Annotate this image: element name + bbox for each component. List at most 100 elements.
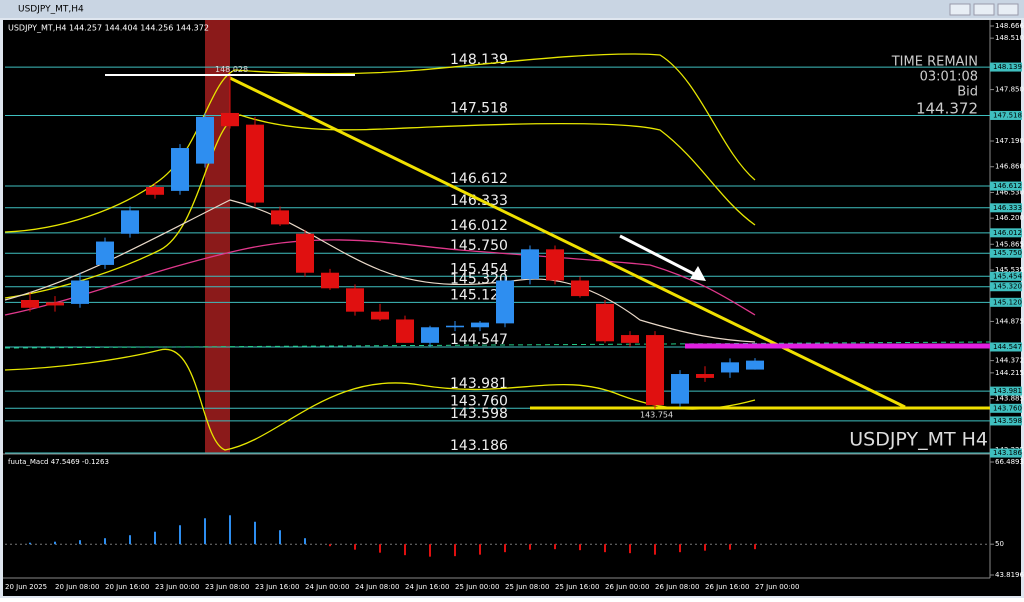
price-level-tag [990, 271, 1022, 281]
level-label: 146.012 [450, 218, 508, 234]
upper-band [4, 53, 756, 233]
price-tick-label: 144.372 [995, 357, 1024, 365]
price-tick-label: 147.190 [995, 137, 1024, 145]
macd-tick-label: 50 [995, 540, 1004, 548]
price-level-tag [990, 416, 1022, 426]
candle-body [521, 249, 539, 279]
price-level-tag-label: 146.612 [993, 182, 1022, 190]
macd-bar [254, 521, 256, 545]
candle-body [571, 280, 589, 297]
macd-bar [229, 515, 231, 545]
candle-body [121, 210, 139, 234]
candle-body [371, 311, 389, 320]
macd-bar [29, 542, 31, 545]
macd-bar [304, 538, 306, 545]
chart-header: USDJPY_MT,H4 144.257 144.404 144.256 144… [8, 24, 209, 33]
time-label: 23 Jun 16:00 [255, 583, 299, 591]
price-level-tag-label: 148.139 [993, 63, 1022, 71]
price-level-tag [990, 110, 1022, 120]
candle-body [321, 272, 339, 289]
price-tick-label: 143.885 [995, 395, 1024, 403]
time-label: 24 Jun 16:00 [405, 583, 449, 591]
candle-body [671, 374, 689, 404]
macd-bar [104, 538, 106, 545]
time-label: 25 Jun 00:00 [455, 583, 499, 591]
dashed-level [4, 341, 991, 349]
title-bar [0, 0, 1024, 18]
price-level-tag-label: 146.012 [993, 229, 1022, 237]
bid-label: Bid [957, 85, 978, 100]
price-level-tag-label: 146.333 [993, 204, 1022, 212]
macd-bar [479, 544, 481, 555]
price-tick-label: 148.510 [995, 34, 1024, 42]
time-label: 23 Jun 08:00 [205, 583, 249, 591]
time-label: 20 Jun 2025 [5, 583, 47, 591]
price-level-tag-label: 143.981 [993, 387, 1022, 395]
price-tick-label: 146.200 [995, 214, 1024, 222]
price-level-tag [990, 297, 1022, 307]
candle-body [171, 148, 189, 191]
close-button[interactable] [997, 3, 1019, 16]
candle-body [746, 360, 764, 370]
macd-bar [129, 535, 131, 545]
macd-bar [529, 544, 531, 550]
price-tick-label: 145.535 [995, 266, 1024, 274]
level-label: 143.186 [450, 438, 508, 454]
time-label: 27 Jun 00:00 [755, 583, 799, 591]
candle-body [21, 299, 39, 308]
candle-body [446, 325, 464, 328]
candle-body [496, 280, 514, 324]
candle-body [596, 303, 614, 342]
macd-bar [204, 518, 206, 545]
watermark: USDJPY_MT H4 [849, 429, 988, 451]
candle-body [196, 116, 214, 164]
macd-bar [429, 544, 431, 557]
minimize-button[interactable] [949, 3, 971, 16]
price-level-tag [990, 62, 1022, 72]
macd-bar [279, 530, 281, 545]
time-remain-label: TIME REMAIN [891, 55, 978, 70]
candle-body [71, 280, 89, 304]
time-label: 26 Jun 00:00 [605, 583, 649, 591]
level-label: 144.547 [450, 332, 508, 348]
maximize-button[interactable] [973, 3, 995, 16]
price-level-tag-label: 144.547 [993, 343, 1022, 351]
price-level-tag-label: 145.320 [993, 283, 1022, 291]
arrow-head [690, 266, 706, 281]
price-level-tag [990, 403, 1022, 413]
price-level-tag-label: 143.760 [993, 404, 1022, 412]
candle-body [421, 327, 439, 343]
time-label: 24 Jun 08:00 [355, 583, 399, 591]
macd-bar [554, 544, 556, 550]
time-label: 26 Jun 08:00 [655, 583, 699, 591]
macd-bar [454, 544, 456, 557]
candle-body [46, 302, 64, 306]
price-tick-label: 147.850 [995, 86, 1024, 94]
level-label: 143.760 [450, 393, 508, 409]
macd-bar [754, 544, 756, 550]
moving-average-pink [4, 239, 756, 316]
window-title: USDJPY_MT,H4 [18, 5, 84, 15]
price-tick-label: 146.860 [995, 163, 1024, 171]
candle-body [396, 319, 414, 343]
macd-bar [154, 531, 156, 545]
macd-bar [679, 544, 681, 553]
time-label: 20 Jun 16:00 [105, 583, 149, 591]
level-label: 145.320 [450, 272, 508, 288]
macd-bar [579, 544, 581, 551]
time-label: 26 Jun 16:00 [705, 583, 749, 591]
macd-bar [379, 544, 381, 553]
highlight-band [205, 20, 230, 453]
macd-bar [404, 544, 406, 556]
macd-bar [329, 544, 331, 547]
time-label: 23 Jun 00:00 [155, 583, 199, 591]
price-tick-label: 144.215 [995, 369, 1024, 377]
price-level-tag-label: 143.598 [993, 417, 1022, 425]
level-label: 145.454 [450, 261, 508, 277]
level-label: 148.139 [450, 52, 508, 68]
macd-bar [654, 544, 656, 555]
price-tick-label: 148.666 [995, 22, 1024, 30]
price-tick-label: 145.865 [995, 240, 1024, 248]
level-label: 146.612 [450, 171, 508, 187]
price-level-tag [990, 228, 1022, 238]
